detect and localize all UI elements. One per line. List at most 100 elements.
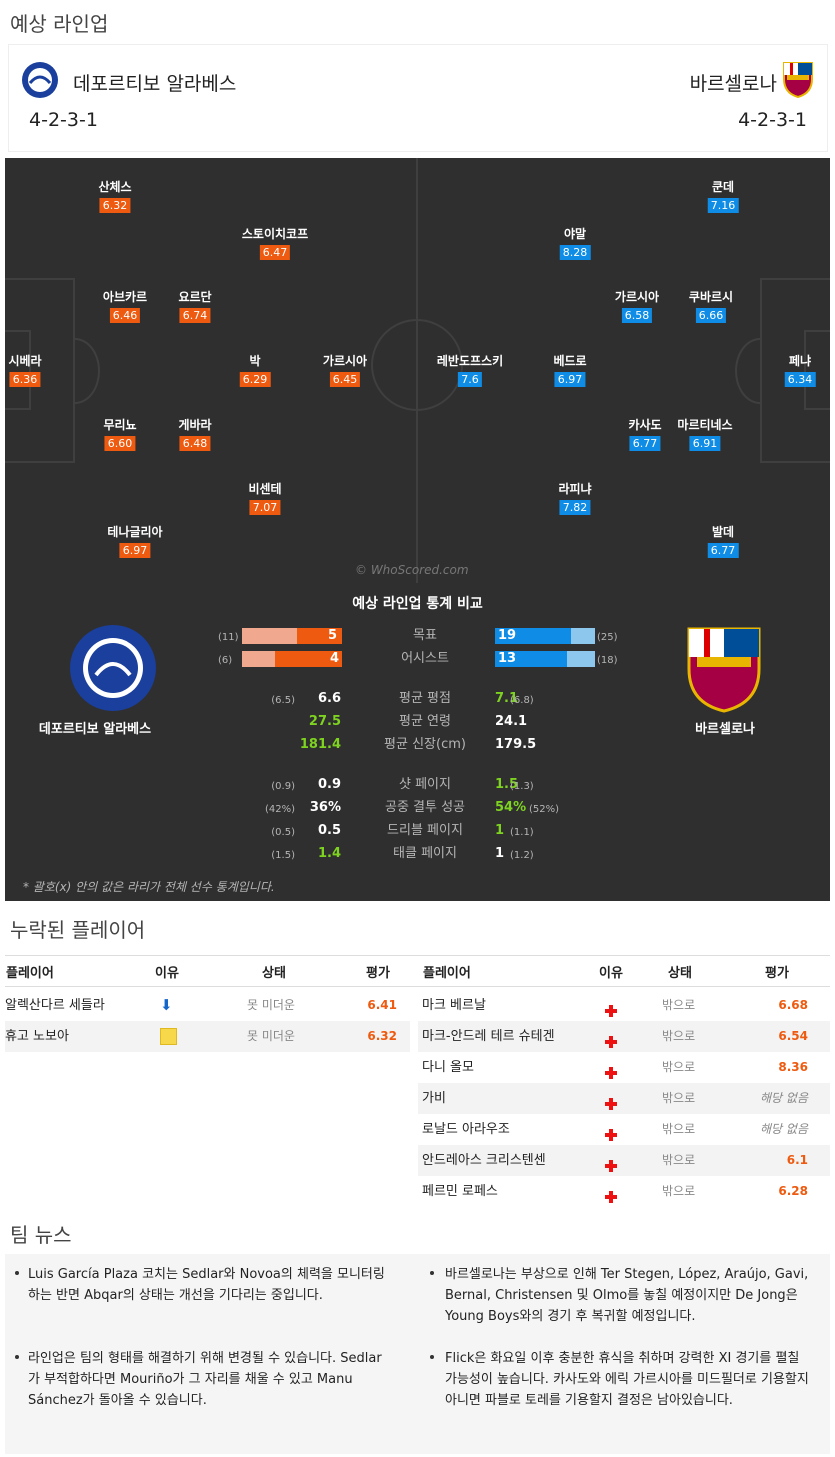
home-player[interactable]: 시베라 6.36	[8, 354, 42, 387]
home-player[interactable]: 산체스 6.32	[98, 180, 132, 213]
missing-player-name[interactable]: 안드레아스 크리스텐센	[422, 1153, 546, 1168]
missing-status: 밖으로	[662, 1122, 696, 1136]
center-circle	[371, 319, 463, 411]
away-player[interactable]: 레반도프스키 7.6	[437, 354, 503, 387]
home-rating-header: 평가	[366, 966, 390, 981]
player-rating: 6.77	[707, 543, 739, 558]
missing-player-name[interactable]: 휴고 노보아	[5, 1029, 69, 1044]
injury-cross-icon	[604, 1159, 618, 1173]
home-player[interactable]: 박 6.29	[239, 354, 271, 387]
player-rating: 7.07	[249, 500, 281, 515]
assists-home: 4	[330, 651, 340, 666]
stat-away-value: 24.1	[495, 714, 528, 729]
missing-row[interactable]: 가비 밖으로 해당 없음	[418, 1083, 830, 1114]
goals-away-bar-track	[495, 628, 595, 644]
assists-label: 어시스트	[401, 651, 449, 666]
player-name: 산체스	[98, 180, 132, 194]
stat-away-value: 179.5	[495, 737, 537, 752]
player-rating: 6.47	[259, 245, 291, 260]
away-goal-box	[804, 330, 830, 410]
pitch: 산체스 6.32 스토이치코프 6.47 아브카르 6.46 요르단 6.74 시베라 6.36 박…	[5, 158, 830, 583]
assists-away-bar-track	[495, 651, 595, 667]
player-name: 박	[249, 354, 261, 368]
player-name: 쿤데	[711, 180, 735, 194]
home-player[interactable]: 무리뇨 6.60	[103, 418, 137, 451]
player-name: 마르티네스	[677, 418, 733, 432]
home-player[interactable]: 스토이치코프 6.47	[242, 227, 308, 260]
missing-row[interactable]: 휴고 노보아 못 미더운 6.32	[5, 1021, 410, 1052]
away-player[interactable]: 카사도 6.77	[628, 418, 662, 451]
player-name: 비센테	[248, 482, 282, 496]
player-name: 테나글리아	[107, 525, 163, 539]
missing-status: 밖으로	[662, 1029, 696, 1043]
player-rating: 6.46	[109, 308, 141, 323]
news-away-1: 바르셀로나는 부상으로 인해 Ter Stegen, López, Araújo…	[445, 1267, 809, 1324]
missing-player-name[interactable]: 페르민 로페스	[422, 1184, 498, 1199]
away-team-name[interactable]: 바르셀로나	[689, 73, 777, 95]
player-rating: 7.82	[559, 500, 591, 515]
player-rating: 6.58	[621, 308, 653, 323]
player-rating: 6.48	[179, 436, 211, 451]
yellow-cross-icon	[160, 1028, 177, 1045]
missing-player-name[interactable]: 알렉산다르 세들라	[5, 998, 105, 1013]
away-player[interactable]: 마르티네스 6.91	[677, 418, 733, 451]
away-player[interactable]: 베드로 6.97	[553, 354, 587, 387]
home-formation: 4-2-3-1	[29, 109, 98, 131]
missing-row[interactable]: 로날드 아라우조 밖으로 해당 없음	[418, 1114, 830, 1145]
away-player[interactable]: 페냐 6.34	[784, 354, 816, 387]
missing-player-name[interactable]: 로날드 아라우조	[422, 1122, 510, 1137]
away-player[interactable]: 발데 6.77	[707, 525, 739, 558]
barcelona-logo	[783, 62, 813, 99]
missing-rating: 6.54	[778, 1029, 808, 1043]
player-name: 베드로	[553, 354, 587, 368]
home-team-name[interactable]: 데포르티보 알라베스	[73, 73, 237, 95]
stat-label: 평균 신장(cm)	[384, 737, 466, 752]
missing-row[interactable]: 알렉산다르 세들라 ⬇ 못 미더운 6.41	[5, 990, 410, 1021]
missing-row[interactable]: 안드레아스 크리스텐센 밖으로 6.1	[418, 1145, 830, 1176]
away-player[interactable]: 야말 8.28	[559, 227, 591, 260]
home-player[interactable]: 아브카르 6.46	[103, 290, 147, 323]
home-player[interactable]: 요르단 6.74	[178, 290, 212, 323]
away-player[interactable]: 라피냐 7.82	[558, 482, 592, 515]
stat-home-value: 0.5	[317, 823, 341, 838]
injury-cross-icon	[604, 1004, 618, 1018]
stat-label: 공중 결투 성공	[384, 800, 466, 815]
missing-row[interactable]: 마크-안드레 테르 슈테겐 밖으로 6.54	[418, 1021, 830, 1052]
missing-row[interactable]: 페르민 로페스 밖으로 6.28	[418, 1176, 830, 1207]
missing-row[interactable]: 다니 올모 밖으로 8.36	[418, 1052, 830, 1083]
stat-away-league: (1.2)	[510, 850, 534, 861]
missing-player-name[interactable]: 마크 베르날	[422, 998, 486, 1013]
away-formation: 4-2-3-1	[738, 109, 807, 131]
home-player[interactable]: 테나글리아 6.97	[107, 525, 163, 558]
away-player[interactable]: 쿤데 7.16	[707, 180, 739, 213]
player-rating: 8.28	[559, 245, 591, 260]
player-rating: 6.34	[784, 372, 816, 387]
player-rating: 6.91	[689, 436, 721, 451]
goals-away: 19	[498, 628, 517, 643]
missing-rating: 해당 없음	[760, 1122, 808, 1136]
stats-comparison: 예상 라인업 통계 비교 데포르티보 알라베스 바르셀로나 (11) 5 목표 …	[5, 583, 830, 901]
missing-rating: 6.28	[778, 1184, 808, 1198]
player-name: 라피냐	[558, 482, 592, 496]
missing-player-name[interactable]: 가비	[422, 1091, 446, 1106]
home-player[interactable]: 비센테 7.07	[248, 482, 282, 515]
away-player[interactable]: 쿠바르시 6.66	[689, 290, 733, 323]
home-player-header: 플레이어	[6, 966, 54, 981]
news-home-2: 라인업은 팀의 형태를 해결하기 위해 변경될 수 있습니다. Sedlar가 …	[28, 1351, 382, 1408]
missing-rating: 6.68	[778, 998, 808, 1012]
stats-away-name: 바르셀로나	[695, 722, 755, 737]
missing-status: 밖으로	[662, 998, 696, 1012]
missing-rating: 8.36	[778, 1060, 808, 1074]
missing-player-name[interactable]: 마크-안드레 테르 슈테겐	[422, 1029, 555, 1044]
assists-away-league: (18)	[597, 655, 618, 666]
away-penalty-box	[760, 278, 830, 463]
player-name: 레반도프스키	[436, 354, 504, 368]
home-player[interactable]: 가르시아 6.45	[323, 354, 367, 387]
away-player[interactable]: 가르시아 6.58	[615, 290, 659, 323]
stat-home-league: (6.5)	[271, 695, 295, 706]
missing-row[interactable]: 마크 베르날 밖으로 6.68	[418, 990, 830, 1021]
assists-home-bar-fill	[275, 651, 342, 667]
home-penalty-box	[5, 278, 75, 463]
missing-player-name[interactable]: 다니 올모	[422, 1060, 474, 1075]
home-player[interactable]: 게바라 6.48	[178, 418, 212, 451]
